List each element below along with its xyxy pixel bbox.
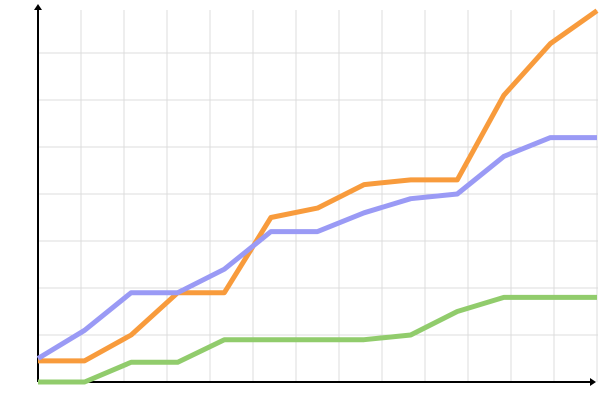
series-line-green-series xyxy=(38,294,597,385)
series-lines xyxy=(36,8,599,385)
series-line-purple-series xyxy=(36,135,597,361)
axes xyxy=(34,4,596,386)
series-line-orange-series xyxy=(38,8,599,364)
y-axis-arrow-icon xyxy=(34,4,42,10)
x-axis-arrow-icon xyxy=(590,378,596,386)
grid-lines xyxy=(38,10,598,382)
